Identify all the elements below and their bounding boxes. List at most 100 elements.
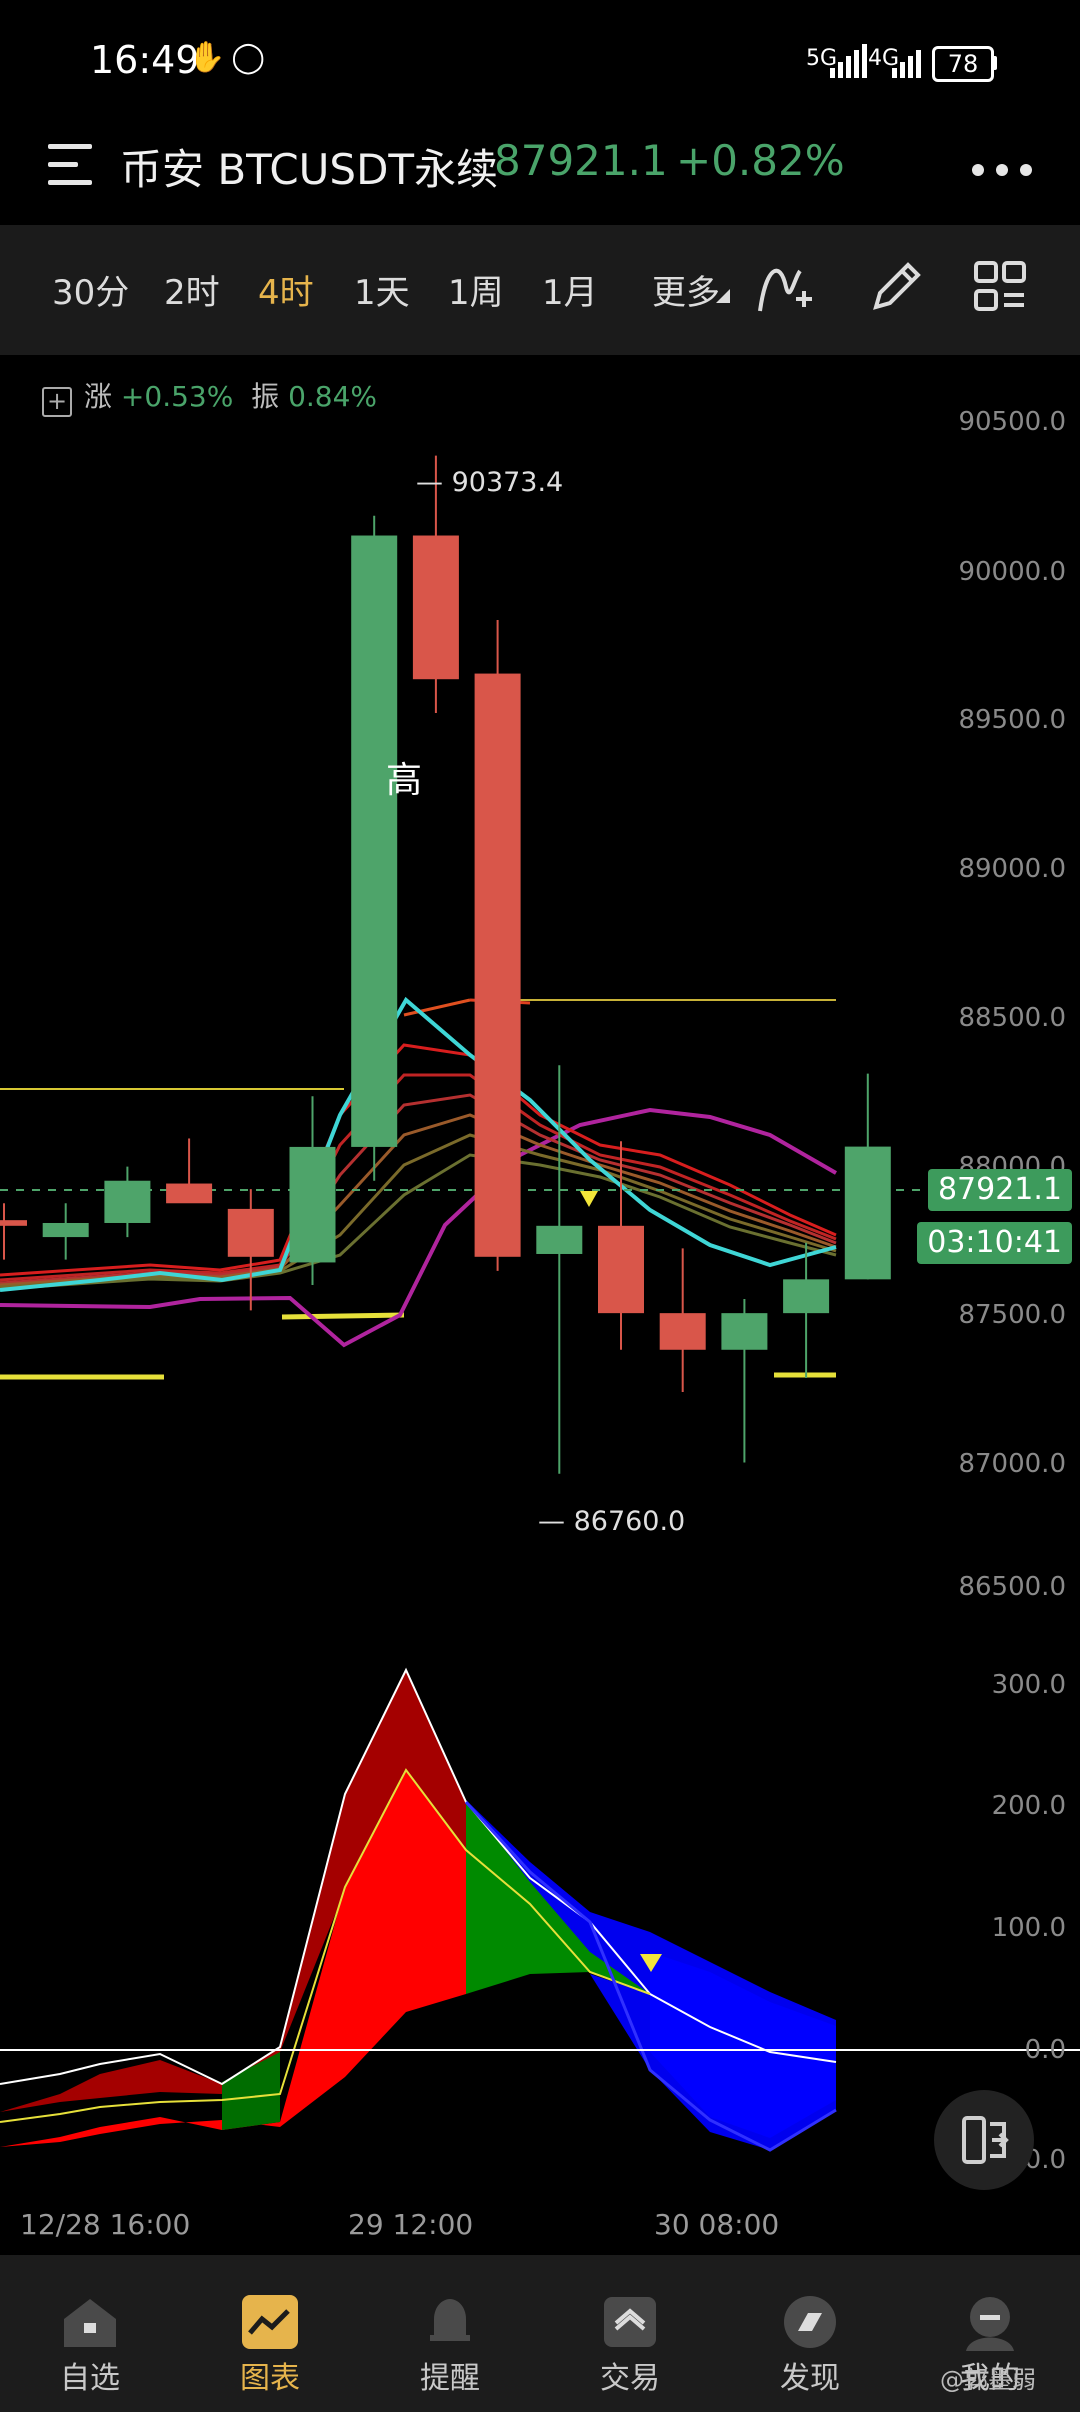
candle-body [536,1225,583,1254]
nav-discover[interactable]: 发现 [720,2255,900,2412]
y-tick: 90000.0 [958,557,1066,587]
candle-body [166,1183,213,1204]
purple-ma-line [0,1107,837,1348]
home-icon [64,2299,116,2347]
tab-more[interactable]: 更多 [652,273,720,313]
osc-y-tick: 200.0 [991,1791,1066,1821]
osc-dark-red-area [0,1670,466,2112]
x-tick: 29 12:00 [348,2208,474,2241]
battery-cap [992,56,997,70]
orange-ma-line [403,998,471,1017]
nav-label: 提醒 [420,2361,480,2396]
osc-red-area [0,1770,466,2147]
exit-fullscreen-icon [962,2116,1009,2164]
current-price: 87921.1 [494,136,668,185]
countdown-badge: 03:10:41 [917,1222,1072,1264]
expand-plus-icon[interactable]: + [42,387,72,417]
layout-grid-icon[interactable] [972,257,1028,317]
candle-body [0,1220,27,1226]
tab-1w[interactable]: 1周 [448,273,504,313]
tab-4h[interactable]: 4时 [258,273,314,313]
nav-trade[interactable]: 交易 [540,2255,720,2412]
candlestick-chart[interactable]: 高 — 90373.4 — 86760.0 [0,355,1080,1615]
olive-ma-line [0,1113,837,1287]
nav-label: 图表 [240,2361,300,2396]
symbol-title[interactable]: 币安 BTCUSDT永续 [120,145,499,194]
tab-2h[interactable]: 2时 [164,273,220,313]
notification-icons: ✋◯ [188,40,271,75]
osc-y-tick: 100.0 [991,1913,1066,1943]
price-change: +0.82% [676,136,845,185]
cyan-ma-line [0,996,837,1292]
red-ma-line [0,1073,837,1282]
tab-1mo[interactable]: 1月 [542,273,598,313]
nav-chart[interactable]: 图表 [180,2255,360,2412]
signal-5g-label: 5G [806,46,838,71]
draw-pencil-icon[interactable] [866,257,926,317]
candle-body [783,1279,830,1314]
status-bar: 16:49 ✋◯ 5G 4G 78 [0,0,1080,120]
bell-icon [430,2299,470,2341]
osc-white-line [0,1667,837,2086]
osc-yellow-line [0,1768,651,2123]
y-tick: 89000.0 [958,854,1066,884]
tab-1d[interactable]: 1天 [354,273,410,313]
signal-triangle-icon [580,1191,598,1207]
signal-4g-label: 4G [868,46,900,71]
nav-profile[interactable]: 我的 [900,2255,1080,2412]
candle-body [659,1313,706,1350]
candle-body [474,673,521,1257]
osc-blue-area [650,1952,836,2138]
candle-body [351,535,398,1147]
chart-legend: + 涨 +0.53% 振 0.84% [42,375,377,417]
candle-body [412,535,459,680]
bottom-nav: 自选 图表 提醒 交易 发现 我的 [0,2255,1080,2412]
battery-icon: 78 [932,46,994,82]
tab-30m[interactable]: 30分 [52,273,130,313]
oscillator-chart[interactable] [0,1622,1080,2192]
osc-green-area [222,2052,280,2130]
exit-fullscreen-button[interactable] [934,2090,1034,2190]
nav-label: 交易 [600,2361,660,2396]
trade-icon [604,2297,656,2347]
osc-blue-line [464,1800,837,2152]
candle-body [42,1222,89,1238]
candle-body [289,1146,336,1263]
candle-body [721,1313,768,1350]
y-tick: 86500.0 [958,1572,1066,1602]
signal-5g-icon [830,44,867,78]
discover-icon [784,2296,836,2348]
y-tick: 87500.0 [958,1300,1066,1330]
red-ma-line [0,1093,837,1285]
y-tick: 87000.0 [958,1449,1066,1479]
osc-signal-triangle-icon [640,1954,662,1972]
status-time: 16:49 [90,38,200,82]
y-tick: 89500.0 [958,705,1066,735]
menu-icon[interactable] [48,142,100,188]
candles [0,455,891,1474]
nav-label: 自选 [60,2361,120,2396]
signal-4g-icon [892,44,921,78]
nav-label: 我的 [960,2361,1020,2396]
indicator-icon[interactable] [756,257,812,317]
candle-body [227,1208,274,1257]
amplitude-value: 0.84% [288,380,378,413]
y-tick: 88500.0 [958,1003,1066,1033]
rise-value: +0.53% [120,380,234,413]
header: 币安 BTCUSDT永续 87921.1 +0.82% [0,120,1080,225]
high-price-label: — 90373.4 [416,467,563,498]
amplitude-label: 振 [251,380,280,413]
candle-body [844,1146,891,1280]
x-tick: 30 08:00 [654,2208,780,2241]
low-price-label: — 86760.0 [538,1506,685,1537]
candle-body [598,1225,644,1314]
osc-y-tick: 0.0 [1024,2035,1066,2065]
nav-alerts[interactable]: 提醒 [360,2255,540,2412]
chart-icon [242,2295,298,2349]
rise-label: 涨 [84,380,113,413]
watermark: @郭墨弱 [940,2366,1036,2394]
more-dropdown-icon [716,289,730,303]
osc-y-tick: 300.0 [991,1670,1066,1700]
profile-icon [966,2297,1014,2351]
nav-watchlist[interactable]: 自选 [0,2255,180,2412]
